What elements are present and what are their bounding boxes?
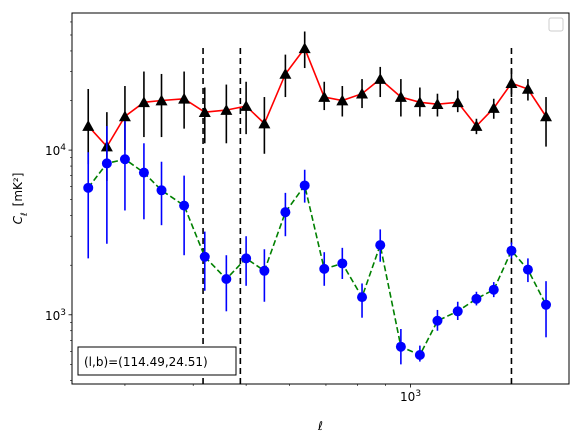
plot-area-frame [71,12,570,385]
data-point-triangle [413,96,426,108]
data-point-triangle [487,102,500,113]
series-1 [82,31,553,181]
annotation-box: (l,b)=(114.49,24.51) [77,346,237,376]
data-point-triangle [540,110,553,122]
y-tick-label: 104 [45,143,66,158]
data-point-circle [541,299,552,310]
data-point-circle [299,180,310,191]
data-point-triangle [470,120,483,131]
data-point-triangle [178,92,191,104]
data-point-triangle [279,67,292,79]
data-point-circle [337,258,348,269]
vertical-marker-lines [202,48,513,384]
x-axis-label: ℓ [317,419,323,433]
y-tick-exponent: 4 [60,143,66,153]
series-2 [83,121,552,365]
annotation-frame [77,346,237,376]
data-point-circle [522,264,533,275]
y-label-subscript: ℓ [20,212,30,217]
data-point-triangle [137,96,150,108]
y-label-symbol: C [11,215,25,224]
data-point-triangle [118,110,131,122]
series-1-line [87,46,547,148]
data-point-circle [506,245,517,256]
data-point-triangle [336,94,349,106]
data-point-circle [83,182,94,193]
data-point-circle [156,185,167,196]
data-point-circle [395,341,406,352]
data-point-circle [319,263,330,274]
series-layer [82,31,553,365]
x-tick-label: 103 [400,389,421,404]
legend [548,17,564,32]
data-point-circle [259,265,270,276]
y-label-units: [mK²] [11,173,25,207]
data-point-triangle [356,87,369,99]
data-point-circle [101,158,112,169]
data-point-triangle [318,91,331,102]
data-point-triangle [505,77,518,88]
data-point-circle [179,200,190,211]
data-point-circle [221,273,232,284]
y-axis-label: Cℓ [mK²] [11,173,30,225]
annotation-text: (l,b)=(114.49,24.51) [84,355,208,369]
data-point-triangle [240,100,253,111]
data-point-triangle [451,96,464,108]
data-point-circle [432,315,443,326]
data-point-triangle [521,82,534,94]
data-point-circle [375,240,386,251]
y-tick-exponent: 3 [60,308,66,318]
data-point-triangle [82,120,95,131]
data-point-triangle [155,94,168,106]
data-point-triangle [198,106,211,117]
data-point-triangle [431,98,444,109]
data-point-circle [138,167,149,178]
data-point-triangle [298,42,311,54]
data-point-triangle [374,73,387,84]
data-point-triangle [220,104,233,115]
data-point-circle [241,253,252,264]
data-point-circle [414,349,425,360]
data-point-triangle [258,117,271,129]
data-point-circle [452,306,463,317]
data-point-circle [488,284,499,295]
y-axis-label-text: Cℓ [mK²] [11,173,30,225]
data-point-circle [199,251,210,262]
data-point-circle [471,293,482,304]
data-point-circle [280,207,291,218]
data-point-triangle [394,91,407,102]
legend-box [548,17,564,32]
data-point-circle [357,292,368,303]
data-point-circle [119,154,130,165]
y-tick-label: 103 [45,308,66,323]
x-tick-exponent: 3 [415,389,421,399]
